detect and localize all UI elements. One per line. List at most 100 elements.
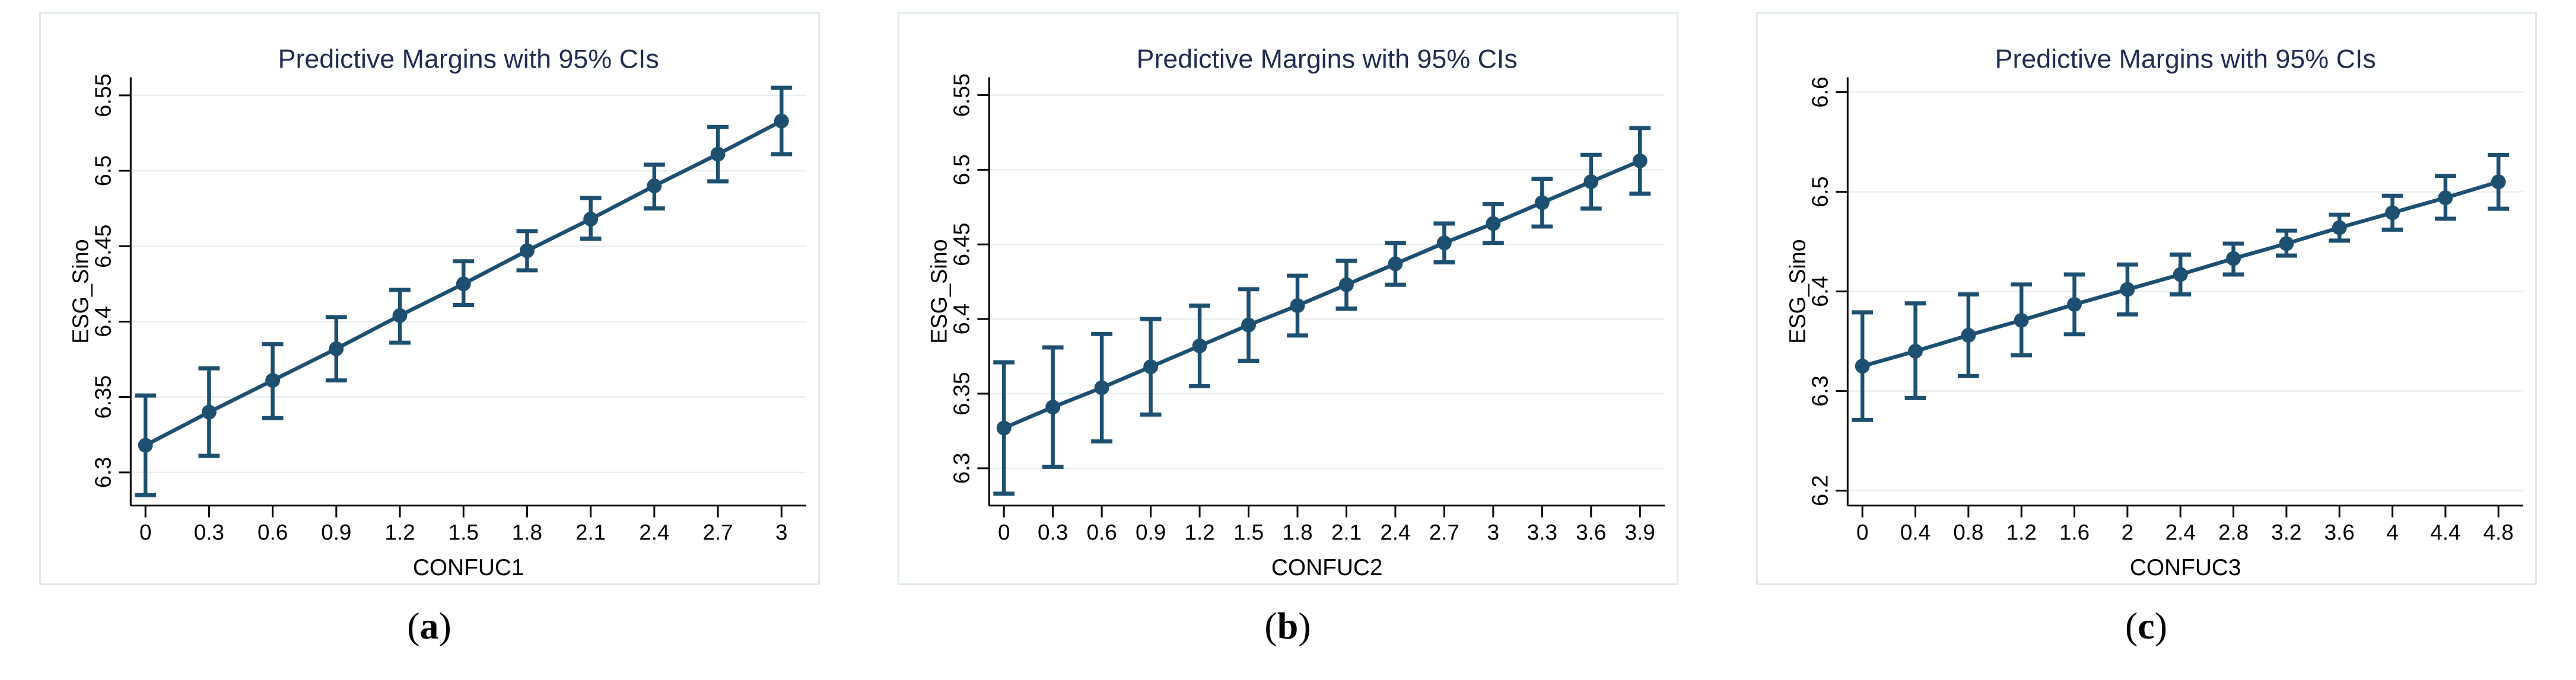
y-tick-label: 6.45 [949, 223, 974, 266]
y-axis-label: ESG_Sino [68, 239, 93, 343]
caption-letter: a [419, 605, 439, 647]
y-axis-label: ESG_Sino [1785, 239, 1810, 343]
trend-line [1003, 159, 1641, 430]
x-tick-label: 2 [2121, 520, 2133, 544]
data-point [1143, 359, 1158, 375]
caption-paren-open: ( [1264, 605, 1277, 647]
data-point [1387, 256, 1403, 272]
data-point [2173, 267, 2188, 282]
y-tick-label: 6.5 [91, 155, 116, 186]
x-tick-label: 3.2 [2271, 520, 2301, 544]
x-tick-label: 1.8 [1282, 520, 1312, 544]
x-tick-label: 1.6 [2059, 520, 2089, 544]
data-point [2014, 312, 2029, 328]
x-tick-label: 4.4 [2430, 520, 2460, 544]
panel-caption-c: (c) [2125, 605, 2167, 647]
caption-paren-open: ( [2125, 605, 2138, 647]
x-tick-label: 1.5 [448, 520, 478, 544]
y-tick-label: 6.5 [1808, 176, 1833, 207]
x-tick-label: 1.2 [384, 520, 415, 544]
caption-paren-close: ) [1298, 605, 1311, 647]
x-axis-label: CONFUC1 [412, 555, 524, 580]
y-tick-label: 6.3 [91, 457, 116, 488]
data-point [1436, 235, 1452, 251]
x-tick-label: 0.9 [321, 520, 351, 544]
x-tick-label: 2.7 [702, 520, 733, 544]
data-point [138, 438, 153, 453]
y-tick-label: 6.3 [1808, 375, 1833, 406]
x-tick-label: 2.4 [639, 520, 669, 544]
data-point [456, 276, 471, 292]
y-tick-label: 6.4 [91, 306, 116, 337]
data-point [2384, 205, 2400, 221]
chart-panel-a: 6.3 6.35 6.4 6.45 6.5 6.55 0 0.3 0.6 0.9 1.2 1.5 1.8… [0, 0, 858, 680]
x-tick-label: 0.9 [1135, 520, 1165, 544]
y-tick-label: 6.35 [91, 375, 116, 419]
x-tick-label: 1.5 [1233, 520, 1263, 544]
y-tick-label: 6.2 [1808, 475, 1833, 506]
y-tick-label: 6.6 [1808, 76, 1833, 107]
x-axis-label: CONFUC2 [1271, 555, 1382, 580]
panel-caption-a: (a) [407, 605, 451, 647]
data-point [2491, 174, 2506, 190]
data-point [1338, 277, 1354, 292]
x-tick-label: 2.8 [2218, 520, 2248, 544]
data-point [1960, 328, 1976, 343]
x-tick-label: 3 [775, 520, 787, 544]
chart-b-box: 6.3 6.35 6.4 6.45 6.5 6.55 0 0.3 0.6 0.9 1.2 1.5 1.8… [897, 12, 1678, 585]
x-tick-label: 0.3 [1038, 520, 1068, 544]
y-tick-label: 6.55 [949, 74, 974, 117]
data-point [2278, 236, 2294, 251]
x-tick-label: 0 [997, 520, 1009, 544]
data-point [646, 178, 662, 193]
x-tick-label: 2.7 [1429, 520, 1459, 544]
caption-letter: c [2138, 605, 2155, 647]
data-point [1907, 343, 1923, 359]
x-tick-label: 0.8 [1953, 520, 1983, 544]
plot-title: Predictive Margins with 95% CIs [278, 44, 659, 74]
data-point [1534, 195, 1550, 210]
x-tick-label: 0.3 [193, 520, 224, 544]
data-point [1045, 400, 1060, 415]
x-tick-label: 0.6 [257, 520, 288, 544]
chart-panel-c: 6.2 6.3 6.4 6.5 6.6 0 0.4 0.8 1.2 1.6 2 2.4 2.8 3.2 3.… [1717, 0, 2575, 680]
data-point [392, 308, 407, 323]
data-point [1485, 216, 1500, 231]
chart-b-svg: 6.3 6.35 6.4 6.45 6.5 6.55 0 0.3 0.6 0.9 1.2 1.5 1.8… [927, 44, 1665, 580]
caption-paren-close: ) [438, 605, 451, 647]
data-point [1855, 359, 1870, 374]
y-tick-label: 6.4 [1808, 276, 1833, 307]
plot-title: Predictive Margins with 95% CIs [1136, 44, 1517, 74]
data-point [1290, 298, 1305, 313]
x-tick-label: 3.9 [1624, 520, 1655, 544]
x-tick-label: 2.4 [1380, 520, 1410, 544]
x-tick-label: 2.1 [1331, 520, 1361, 544]
data-point [1583, 174, 1598, 189]
data-point [710, 146, 726, 162]
data-point [201, 404, 217, 420]
chart-panel-b: 6.3 6.35 6.4 6.45 6.5 6.55 0 0.3 0.6 0.9 1.2 1.5 1.8… [858, 0, 1717, 680]
data-point [2066, 296, 2082, 312]
data-point [2225, 251, 2241, 266]
x-tick-label: 0 [139, 520, 151, 544]
x-axis-label: CONFUC3 [2129, 555, 2241, 580]
data-point [265, 373, 280, 388]
y-tick-label: 6.55 [91, 74, 116, 117]
data-point [1632, 153, 1648, 168]
caption-letter: b [1277, 605, 1299, 647]
panel-caption-b: (b) [1264, 605, 1311, 647]
chart-c-svg: 6.2 6.3 6.4 6.5 6.6 0 0.4 0.8 1.2 1.6 2 2.4 2.8 3.2 3.… [1785, 44, 2523, 580]
y-axis-label: ESG_Sino [927, 239, 952, 343]
y-tick-label: 6.45 [91, 225, 116, 268]
data-point [1094, 380, 1109, 395]
y-tick-label: 6.35 [949, 372, 974, 415]
x-tick-label: 0.4 [1900, 520, 1930, 544]
x-tick-label: 3.6 [1576, 520, 1606, 544]
x-tick-label: 3.3 [1526, 520, 1557, 544]
x-tick-label: 0 [1856, 520, 1868, 544]
x-tick-label: 1.2 [2006, 520, 2036, 544]
data-point [1241, 317, 1256, 333]
plot-title: Predictive Margins with 95% CIs [1995, 44, 2375, 74]
data-point [1192, 339, 1207, 353]
